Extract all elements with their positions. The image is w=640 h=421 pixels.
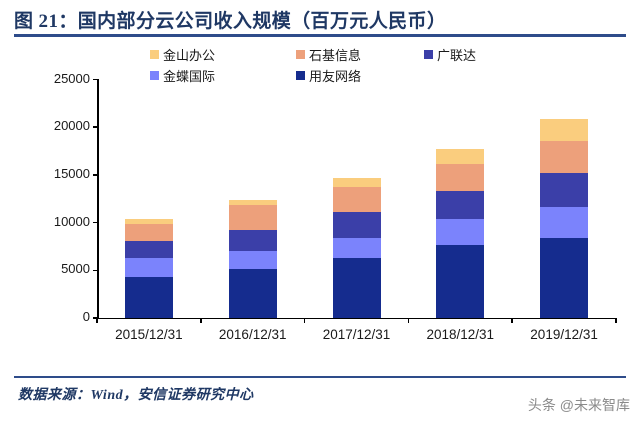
bar-segment[interactable] (332, 211, 381, 238)
bar-segment[interactable] (540, 237, 589, 318)
x-axis-tick (200, 318, 202, 323)
bar-segment[interactable] (332, 177, 381, 188)
stacked-bar[interactable] (540, 119, 589, 318)
footer-divider (14, 376, 626, 378)
legend-swatch-icon (296, 50, 305, 59)
y-axis-tick-label: 25000 (53, 70, 90, 86)
legend-swatch-icon (296, 71, 305, 80)
legend-swatch-icon (424, 50, 433, 59)
x-axis-tick-label: 2019/12/31 (530, 327, 598, 342)
y-axis-tick-label: 15000 (53, 165, 90, 181)
y-axis-tick-label: 0 (82, 309, 90, 324)
legend-swatch-icon (150, 50, 159, 59)
legend-row-bottom: 金蝶国际 用友网络 (150, 65, 550, 86)
legend-label: 石基信息 (309, 48, 362, 63)
x-axis-tick-label: 2018/12/31 (426, 327, 495, 342)
stacked-bar[interactable] (332, 177, 381, 318)
bar-segment[interactable] (124, 257, 173, 277)
x-axis-tick-label: 2017/12/31 (322, 327, 391, 342)
bar-segment[interactable] (436, 219, 485, 245)
x-axis-tick-label: 2016/12/31 (218, 327, 287, 342)
y-axis-tick-label: 5000 (61, 261, 90, 277)
legend-label: 金山办公 (163, 48, 216, 63)
legend-swatch-icon (150, 71, 159, 80)
bar-segment[interactable] (228, 251, 277, 270)
bar-segment[interactable] (124, 224, 173, 242)
legend-item-shiji: 石基信息 (296, 45, 424, 64)
legend-item-kingdee: 金蝶国际 (150, 66, 296, 85)
chart-title-block: 图 21：国内部分云公司收入规模（百万元人民币） (14, 6, 626, 37)
y-axis-tick (93, 269, 98, 272)
bar-segment[interactable] (228, 269, 277, 318)
chart-legend: 金山办公 石基信息 广联达 金蝶国际 用友网络 (150, 44, 550, 86)
source-note: 数据来源：Wind，安信证券研究中心 (18, 388, 254, 403)
y-axis (97, 79, 99, 319)
bar-segment[interactable] (332, 237, 381, 258)
y-axis-tick (93, 221, 98, 224)
watermark-label: 头条 @未来智库 (527, 397, 630, 413)
bar-segment[interactable] (228, 199, 277, 206)
y-axis-tick (93, 317, 98, 319)
legend-item-yonyou: 用友网络 (296, 66, 424, 85)
bar-segment[interactable] (436, 148, 485, 164)
stacked-bar[interactable] (228, 199, 277, 318)
bar-segment[interactable] (228, 230, 277, 252)
bar-segment[interactable] (540, 206, 589, 238)
legend-row-top: 金山办公 石基信息 广联达 (150, 44, 550, 65)
y-axis-tick (93, 78, 98, 81)
bar-segment[interactable] (332, 187, 381, 212)
x-axis-tick-label: 2015/12/31 (115, 327, 183, 342)
bar-segment[interactable] (540, 119, 589, 142)
page-title: 图 21：国内部分云公司收入规模（百万元人民币） (14, 11, 447, 32)
x-axis-tick (96, 318, 98, 323)
bar-segment[interactable] (436, 163, 485, 192)
legend-label: 用友网络 (309, 69, 362, 84)
stacked-bar[interactable] (124, 219, 173, 318)
legend-item-glodon: 广联达 (424, 45, 544, 64)
y-axis-tick (93, 174, 98, 176)
bar-segment[interactable] (436, 244, 485, 318)
bar-segment[interactable] (332, 257, 381, 318)
y-axis-tick-label: 20000 (53, 118, 90, 134)
bar-segment[interactable] (124, 219, 173, 225)
bar-segment[interactable] (228, 205, 277, 231)
bar-segment[interactable] (436, 191, 485, 220)
x-axis (97, 317, 616, 320)
x-axis-tick (303, 318, 306, 323)
bar-segment[interactable] (124, 276, 173, 318)
y-axis-tick-label: 10000 (53, 213, 90, 229)
legend-label: 广联达 (437, 48, 477, 63)
bar-segment[interactable] (540, 172, 589, 207)
legend-item-jinshan: 金山办公 (150, 45, 296, 64)
stacked-bar[interactable] (436, 148, 485, 318)
x-axis-tick (511, 318, 513, 323)
title-divider (14, 34, 626, 37)
bar-segment[interactable] (124, 241, 173, 258)
legend-label: 金蝶国际 (163, 69, 216, 84)
y-axis-tick (93, 126, 98, 128)
bar-segment[interactable] (540, 141, 589, 173)
x-axis-tick (615, 318, 617, 323)
x-axis-tick (407, 318, 410, 323)
